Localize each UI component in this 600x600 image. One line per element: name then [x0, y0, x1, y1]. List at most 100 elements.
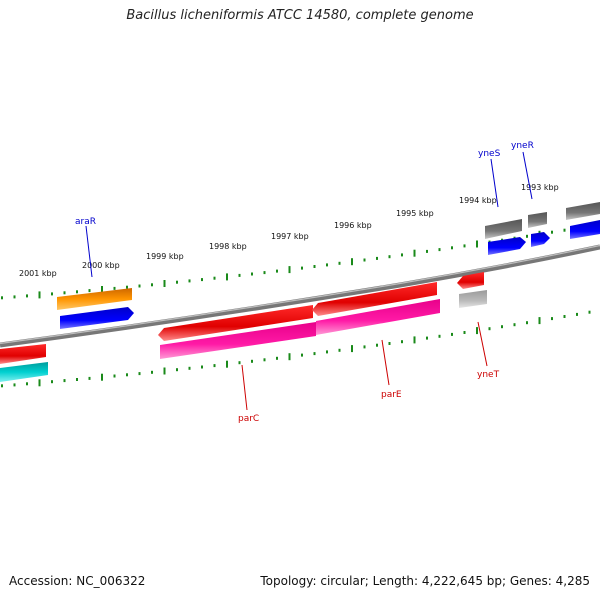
upper-scale-minor-tick: [176, 280, 178, 284]
gene-label-parE[interactable]: parE: [381, 390, 402, 400]
upper-scale-major-tick: [476, 240, 478, 248]
upper-scale-minor-tick: [363, 258, 366, 262]
lower-scale-minor-tick: [551, 317, 553, 321]
lower-scale-minor-tick: [76, 378, 78, 381]
leader-parC: [241, 364, 248, 411]
lower-scale-minor-tick: [51, 380, 53, 384]
scale-label-2000: 2000 kbp: [82, 261, 120, 270]
lower-scale-minor-tick: [488, 327, 491, 331]
leader-yneR: [522, 151, 533, 200]
gene-yneT-arrow[interactable]: [457, 272, 484, 289]
upper-scale-minor-tick: [563, 228, 566, 232]
upper-scale-major-tick: [163, 280, 166, 287]
gene-yneS-arrow[interactable]: [488, 237, 526, 255]
lower-scale-major-tick: [163, 367, 166, 375]
lower-scale-major-tick: [101, 373, 103, 381]
gene-araR-arrow[interactable]: [60, 307, 134, 329]
lower-scale-minor-tick: [313, 352, 316, 356]
upper-scale-major-tick: [38, 291, 41, 299]
upper-scale-minor-tick: [251, 272, 253, 276]
scale-label-1994: 1994 kbp: [459, 196, 497, 205]
gene-edge-right-arrow[interactable]: [570, 220, 600, 239]
gene-label-yneT[interactable]: yneT: [477, 370, 500, 380]
lower-scale-minor-tick: [526, 321, 528, 325]
upper-scale-minor-tick: [338, 261, 341, 265]
lower-scale-minor-tick: [438, 334, 441, 338]
scale-label-1997: 1997 kbp: [271, 232, 309, 241]
scale-label-1993: 1993 kbp: [521, 183, 559, 192]
upper-scale-minor-tick: [88, 289, 91, 293]
gene-label-parC[interactable]: parC: [238, 414, 259, 424]
scale-label-1995: 1995 kbp: [396, 209, 434, 218]
gene-edge-left-cyan[interactable]: [0, 362, 48, 382]
lower-scale-minor-tick: [251, 359, 253, 363]
lower-scale-minor-tick: [26, 382, 28, 386]
gene-edge-right-upper[interactable]: [566, 202, 600, 220]
gene-yneS-upper-bar[interactable]: [485, 219, 522, 239]
upper-scale-minor-tick: [388, 255, 391, 259]
gene-label-araR[interactable]: araR: [75, 217, 96, 227]
leader-yneT: [477, 321, 488, 367]
gene-parE-lower-bar[interactable]: [316, 299, 440, 335]
lower-scale-minor-tick: [238, 361, 241, 365]
scale-label-2001: 2001 kbp: [19, 269, 57, 278]
upper-scale-minor-tick: [76, 290, 78, 294]
lower-scale-major-tick: [38, 379, 41, 387]
scale-label-1999: 1999 kbp: [146, 252, 184, 261]
leader-lines: [85, 151, 533, 411]
gene-yneT-lower-bar[interactable]: [459, 290, 487, 308]
lower-scale-minor-tick: [176, 368, 178, 372]
lower-scale-minor-tick: [326, 350, 328, 354]
gene-label-yneS[interactable]: yneS: [478, 149, 501, 159]
lower-scale-minor-tick: [563, 315, 566, 318]
upper-scale-minor-tick: [13, 295, 16, 299]
lower-scale-minor-tick: [401, 340, 403, 344]
gene-yneR-upper-bar[interactable]: [528, 212, 547, 228]
gene-parE-arrow[interactable]: [312, 282, 437, 316]
upper-scale-minor-tick: [438, 248, 441, 252]
lower-scale-minor-tick: [388, 342, 391, 345]
upper-scale-minor-tick: [276, 269, 278, 273]
lower-scale-minor-tick: [451, 332, 453, 336]
gene-parC-arrow[interactable]: [158, 305, 313, 341]
gene-label-yneR[interactable]: yneR: [511, 141, 534, 151]
upper-scale-major-tick: [101, 286, 103, 293]
upper-scale-minor-tick: [201, 278, 203, 282]
lower-scale-minor-tick: [501, 325, 503, 329]
lower-scale-minor-tick: [588, 310, 591, 314]
lower-scale-minor-tick: [151, 370, 153, 374]
lower-scale-minor-tick: [88, 376, 91, 380]
upper-scale-minor-tick: [376, 256, 378, 260]
upper-scale-minor-tick: [401, 253, 403, 257]
upper-scale-major-tick: [413, 249, 416, 257]
map-title: Bacillus licheniformis ATCC 14580, compl…: [126, 8, 474, 23]
lower-scale-minor-tick: [576, 312, 578, 316]
lower-scale-minor-tick: [126, 373, 128, 377]
gene-parC-lower-bar[interactable]: [160, 322, 316, 359]
lower-scale-minor-tick: [301, 353, 303, 357]
lower-scale-minor-tick: [138, 372, 141, 376]
lower-scale-major-tick: [351, 345, 353, 353]
lower-scale-minor-tick: [213, 364, 216, 368]
lower-scale-minor-tick: [463, 331, 466, 334]
lower-scale-minor-tick: [201, 365, 203, 369]
leader-yneS: [490, 158, 499, 208]
lower-scale-minor-tick: [426, 336, 428, 340]
lower-scale-major-tick: [538, 317, 541, 325]
upper-scale-minor-tick: [113, 286, 116, 290]
leader-parE: [381, 339, 390, 386]
upper-scale-major-tick: [351, 258, 353, 266]
gene-labels: araR yneS yneR parC parE yneT: [75, 141, 534, 424]
gene-yneR-arrow[interactable]: [531, 232, 550, 247]
lower-scale-minor-tick: [513, 323, 516, 327]
lower-scale-minor-tick: [1, 384, 3, 388]
gene-edge-left-red[interactable]: [0, 344, 46, 364]
scale-label-1996: 1996 kbp: [334, 221, 372, 230]
upper-scale-minor-tick: [526, 234, 528, 238]
upper-scale-minor-tick: [451, 246, 453, 250]
lower-scale-minor-tick: [263, 358, 266, 362]
upper-scale-minor-tick: [188, 279, 191, 283]
upper-scale-minor-tick: [1, 296, 3, 300]
lower-scale-minor-tick: [63, 379, 66, 383]
gene-araR-upper-bar[interactable]: [57, 288, 132, 310]
